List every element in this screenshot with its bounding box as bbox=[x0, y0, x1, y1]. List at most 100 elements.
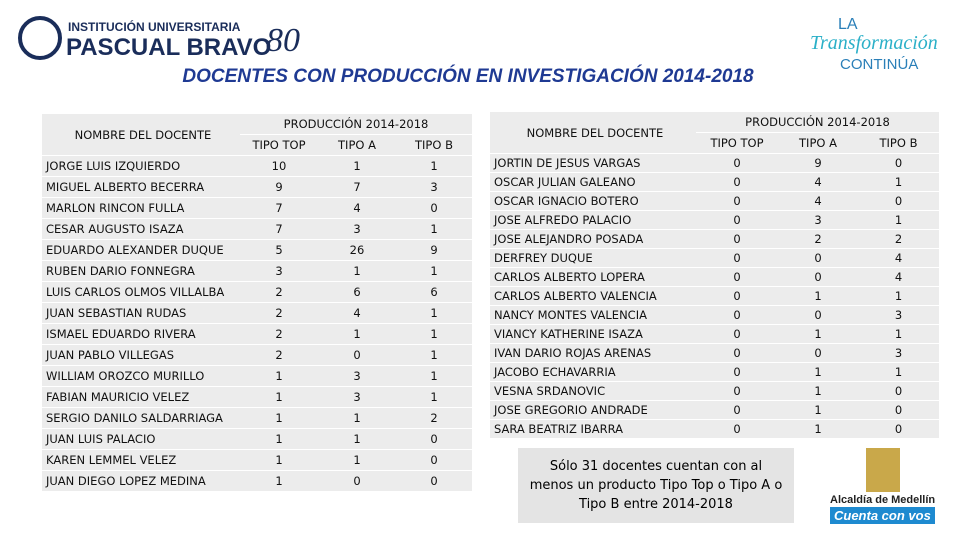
header-row: NOMBRE DEL DOCENTE PRODUCCIÓN 2014-2018 bbox=[42, 114, 472, 156]
name-cell: JACOBO ECHAVARRIA bbox=[490, 362, 696, 382]
value-cell: 0 bbox=[318, 344, 396, 366]
value-cell: 9 bbox=[240, 176, 318, 198]
note: Sólo 31 docentes cuentan con al menos un… bbox=[518, 448, 794, 523]
value-cell: 2 bbox=[396, 407, 472, 429]
value-cell: 1 bbox=[396, 260, 472, 282]
value-cell: 0 bbox=[696, 229, 778, 249]
value-cell: 0 bbox=[696, 305, 778, 325]
value-cell: 1 bbox=[396, 365, 472, 387]
value-cell: 3 bbox=[778, 210, 858, 230]
value-cell: 7 bbox=[240, 197, 318, 219]
institution-top: INSTITUCIÓN UNIVERSITARIA bbox=[68, 20, 241, 34]
value-cell: 7 bbox=[318, 176, 396, 198]
name-cell: EDUARDO ALEXANDER DUQUE bbox=[42, 239, 240, 261]
name-cell: CESAR AUGUSTO ISAZA bbox=[42, 218, 240, 240]
name-header: NOMBRE DEL DOCENTE bbox=[490, 112, 696, 154]
value-cell: 3 bbox=[240, 260, 318, 282]
row: LUIS CARLOS OLMOS VILLALBA 2 6 6 bbox=[42, 281, 472, 303]
value-cell: 0 bbox=[696, 343, 778, 363]
value-cell: 0 bbox=[318, 470, 396, 492]
name-cell: JORTIN DE JESUS VARGAS bbox=[490, 153, 696, 173]
value-cell: 0 bbox=[696, 362, 778, 382]
city-top: Alcaldía de Medellín bbox=[830, 494, 936, 506]
value-cell: 5 bbox=[240, 239, 318, 261]
value-cell: 0 bbox=[778, 305, 858, 325]
name-cell: JOSE ALEJANDRO POSADA bbox=[490, 229, 696, 249]
name-cell: JUAN SEBASTIAN RUDAS bbox=[42, 302, 240, 324]
value-cell: 0 bbox=[696, 419, 778, 439]
name-cell: ISMAEL EDUARDO RIVERA bbox=[42, 323, 240, 345]
slogan-mid: Transformación bbox=[810, 32, 938, 54]
value-cell: 3 bbox=[318, 365, 396, 387]
value-cell: 0 bbox=[696, 153, 778, 173]
logo-seal bbox=[18, 16, 62, 60]
value-cell: 0 bbox=[858, 400, 939, 420]
header-row: TIPO TOP TIPO A TIPO B bbox=[42, 134, 472, 156]
column-header: TIPO TOP bbox=[696, 132, 778, 154]
value-cell: 1 bbox=[858, 324, 939, 344]
name-cell: NANCY MONTES VALENCIA bbox=[490, 305, 696, 325]
row: CESAR AUGUSTO ISAZA 7 3 1 bbox=[42, 218, 472, 240]
row: FABIAN MAURICIO VELEZ 1 3 1 bbox=[42, 386, 472, 408]
value-cell: 1 bbox=[240, 365, 318, 387]
value-cell: 2 bbox=[240, 302, 318, 324]
value-cell: 3 bbox=[318, 386, 396, 408]
value-cell: 4 bbox=[778, 172, 858, 192]
value-cell: 1 bbox=[396, 218, 472, 240]
value-cell: 0 bbox=[858, 153, 939, 173]
group-header: PRODUCCIÓN 2014-2018 bbox=[240, 114, 472, 135]
row: JOSE ALEJANDRO POSADA 0 2 2 bbox=[490, 229, 939, 249]
value-cell: 9 bbox=[396, 239, 472, 261]
row: KAREN LEMMEL VELEZ 1 1 0 bbox=[42, 449, 472, 471]
value-cell: 1 bbox=[240, 407, 318, 429]
name-cell: LUIS CARLOS OLMOS VILLALBA bbox=[42, 281, 240, 303]
value-cell: 1 bbox=[318, 323, 396, 345]
value-cell: 0 bbox=[396, 449, 472, 471]
value-cell: 3 bbox=[318, 218, 396, 240]
name-cell: DERFREY DUQUE bbox=[490, 248, 696, 268]
value-cell: 4 bbox=[858, 248, 939, 268]
value-cell: 0 bbox=[696, 324, 778, 344]
value-cell: 0 bbox=[696, 210, 778, 230]
row: RUBEN DARIO FONNEGRA 3 1 1 bbox=[42, 260, 472, 282]
value-cell: 2 bbox=[778, 229, 858, 249]
value-cell: 0 bbox=[396, 428, 472, 450]
row: JUAN SEBASTIAN RUDAS 2 4 1 bbox=[42, 302, 472, 324]
value-cell: 1 bbox=[240, 428, 318, 450]
value-cell: 1 bbox=[318, 260, 396, 282]
value-cell: 0 bbox=[696, 286, 778, 306]
column-header: TIPO A bbox=[318, 134, 396, 156]
row: JOSE ALFREDO PALACIO 0 3 1 bbox=[490, 210, 939, 230]
value-cell: 0 bbox=[858, 419, 939, 439]
table: NOMBRE DEL DOCENTE PRODUCCIÓN 2014-2018 TI… bbox=[42, 114, 472, 492]
row: ISMAEL EDUARDO RIVERA 2 1 1 bbox=[42, 323, 472, 345]
value-cell: 0 bbox=[696, 400, 778, 420]
header-row: TIPO TOP TIPO A TIPO B bbox=[490, 132, 939, 154]
value-cell: 2 bbox=[858, 229, 939, 249]
name-cell: SERGIO DANILO SALDARRIAGA bbox=[42, 407, 240, 429]
value-cell: 0 bbox=[696, 248, 778, 268]
name-cell: KAREN LEMMEL VELEZ bbox=[42, 449, 240, 471]
slogan-top: LA bbox=[838, 16, 858, 33]
value-cell: 6 bbox=[396, 281, 472, 303]
value-cell: 1 bbox=[778, 400, 858, 420]
value-cell: 0 bbox=[696, 191, 778, 211]
value-cell: 9 bbox=[778, 153, 858, 173]
value-cell: 0 bbox=[778, 267, 858, 287]
column-header: TIPO B bbox=[858, 132, 939, 154]
row: MARLON RINCON FULLA 7 4 0 bbox=[42, 197, 472, 219]
value-cell: 1 bbox=[396, 386, 472, 408]
row: OSCAR JULIAN GALEANO 0 4 1 bbox=[490, 172, 939, 192]
city-emblem bbox=[866, 448, 900, 492]
value-cell: 1 bbox=[858, 362, 939, 382]
row: VIANCY KATHERINE ISAZA 0 1 1 bbox=[490, 324, 939, 344]
name-cell: FABIAN MAURICIO VELEZ bbox=[42, 386, 240, 408]
row: MIGUEL ALBERTO BECERRA 9 7 3 bbox=[42, 176, 472, 198]
value-cell: 0 bbox=[696, 267, 778, 287]
anniversary: 80 bbox=[266, 22, 300, 59]
column-header: TIPO B bbox=[396, 134, 472, 156]
row: CARLOS ALBERTO LOPERA 0 0 4 bbox=[490, 267, 939, 287]
row: IVAN DARIO ROJAS ARENAS 0 0 3 bbox=[490, 343, 939, 363]
name-cell: WILLIAM OROZCO MURILLO bbox=[42, 365, 240, 387]
name-cell: CARLOS ALBERTO VALENCIA bbox=[490, 286, 696, 306]
